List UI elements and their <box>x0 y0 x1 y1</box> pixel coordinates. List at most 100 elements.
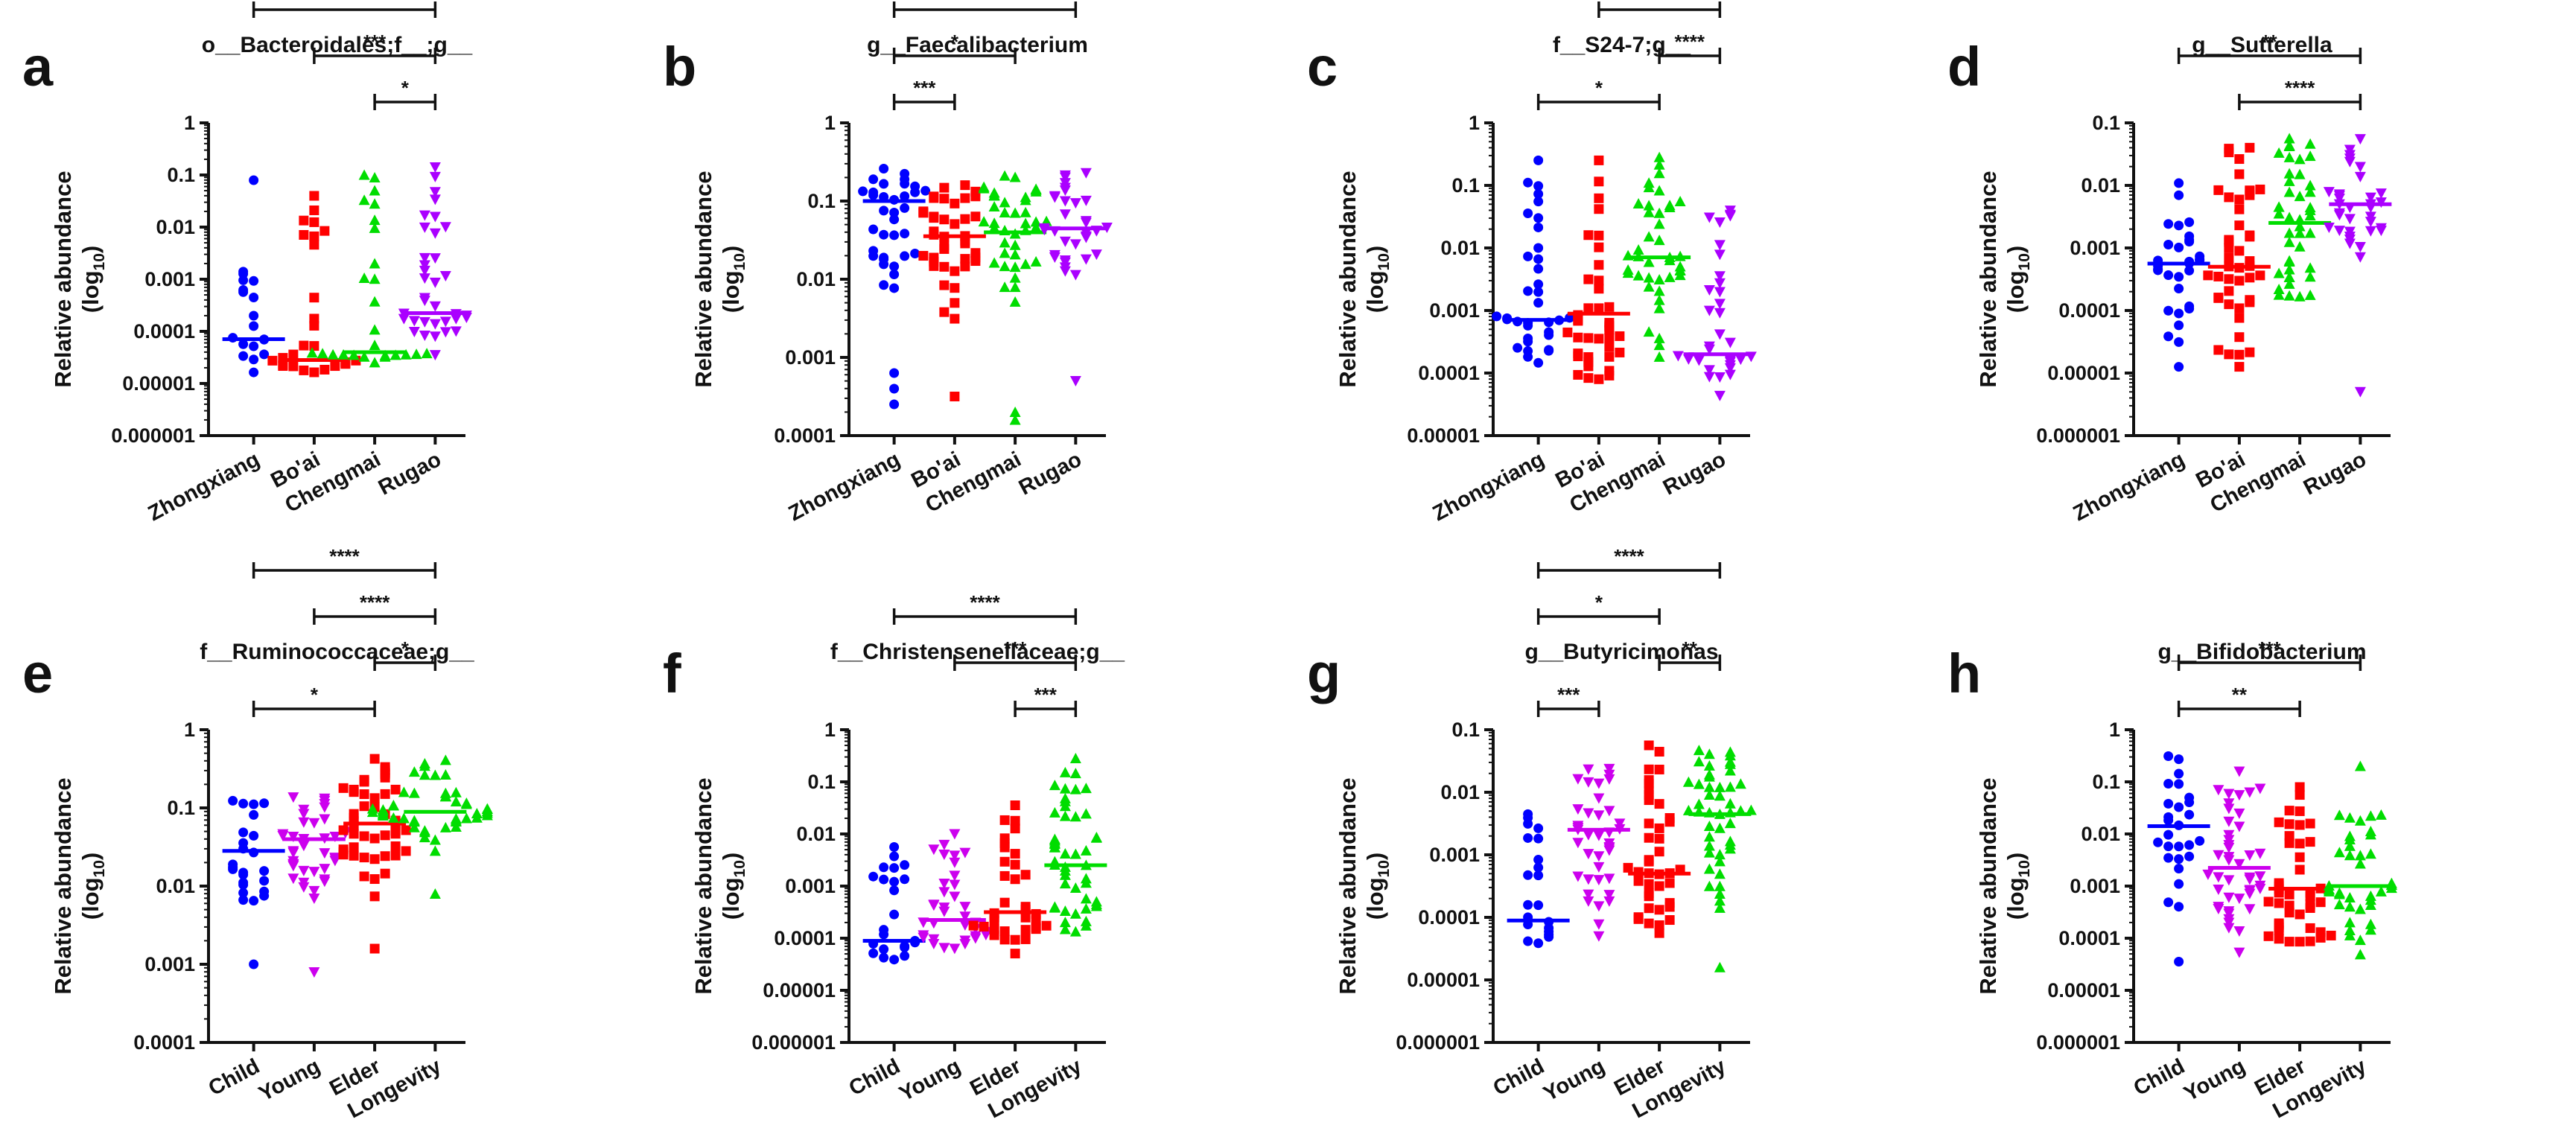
data-point <box>277 829 289 840</box>
data-point <box>369 943 380 954</box>
data-point <box>1693 798 1705 809</box>
data-point <box>358 351 370 362</box>
data-point <box>1533 900 1544 911</box>
data-point <box>2333 208 2345 219</box>
data-point <box>1603 873 1615 885</box>
data-point <box>978 216 990 227</box>
y-axis-log-sub: 10 <box>731 253 748 270</box>
data-point <box>1010 800 1020 810</box>
data-point <box>999 856 1010 867</box>
data-point <box>1714 849 1726 860</box>
data-point <box>929 211 939 222</box>
data-point <box>889 399 900 410</box>
data-point <box>1653 274 1665 285</box>
y-tick-label: 0.1 <box>167 797 195 819</box>
data-point <box>1724 797 1736 809</box>
data-point <box>910 248 920 258</box>
data-point <box>1674 196 1686 207</box>
panel-title-a: o__Bacteroidales;f__;g__ <box>202 33 473 57</box>
data-point <box>439 316 451 328</box>
data-point <box>1724 765 1736 776</box>
data-point <box>2323 187 2335 198</box>
data-point <box>369 214 381 226</box>
data-point <box>1714 390 1726 401</box>
data-point <box>267 355 278 366</box>
data-point <box>1069 239 1081 250</box>
data-point <box>429 187 441 198</box>
data-point <box>2294 782 2305 792</box>
data-point <box>920 185 931 196</box>
data-point <box>2364 848 2376 859</box>
y-tick-label: 0.00001 <box>122 372 195 395</box>
data-point <box>2223 829 2235 841</box>
data-point <box>238 877 249 888</box>
y-axis-title: Relative abundance <box>1335 777 1361 994</box>
data-point <box>1069 926 1081 937</box>
data-point <box>1059 196 1071 207</box>
data-point <box>369 185 381 196</box>
data-point <box>1653 294 1665 305</box>
data-point <box>2234 349 2245 360</box>
y-axis-title-log: (log10) <box>1362 246 1393 313</box>
data-point <box>288 361 299 372</box>
data-point <box>1664 915 1675 926</box>
data-point <box>1703 781 1715 792</box>
significance-label: ** <box>1682 637 1698 660</box>
data-point <box>938 879 950 889</box>
data-point <box>337 348 349 360</box>
data-point <box>2153 837 2163 847</box>
data-point <box>1643 231 1655 242</box>
significance-label: * <box>311 684 319 706</box>
data-point <box>2174 178 2184 188</box>
data-point <box>2244 904 2256 915</box>
data-point <box>1724 369 1736 380</box>
data-point <box>1533 855 1544 865</box>
data-point <box>1714 781 1726 792</box>
data-point <box>1080 168 1092 179</box>
data-point <box>439 769 451 780</box>
data-point <box>1069 753 1081 763</box>
data-point <box>319 874 331 885</box>
y-axis-title-log: (log10) <box>2003 853 2033 920</box>
data-point <box>429 253 441 264</box>
data-point <box>359 871 369 882</box>
significance-label: **** <box>360 591 390 614</box>
data-point <box>2174 242 2184 252</box>
data-point <box>401 846 411 856</box>
data-point <box>2283 236 2295 247</box>
data-point <box>1533 298 1544 308</box>
data-point <box>2195 251 2205 261</box>
data-point <box>1523 936 1533 946</box>
data-point <box>329 831 341 842</box>
data-point <box>439 327 451 338</box>
data-point <box>429 834 441 845</box>
data-point <box>1632 198 1644 209</box>
data-point <box>1049 901 1060 912</box>
x-tick-label: Rugao <box>1015 448 1086 500</box>
data-point <box>309 231 319 241</box>
y-tick-label: 0.00001 <box>2047 979 2120 1002</box>
data-point <box>868 948 879 958</box>
y-axis-log-open: (log <box>1362 877 1388 920</box>
data-point <box>380 868 390 879</box>
data-point <box>1080 893 1092 904</box>
y-tick-label: 0.0001 <box>2058 927 2120 949</box>
data-point <box>1603 763 1615 774</box>
data-point <box>2234 332 2245 343</box>
data-point <box>938 943 950 954</box>
data-point <box>2163 841 2174 852</box>
x-tick-label: Zhongxiang <box>785 448 904 526</box>
data-point <box>999 870 1010 881</box>
data-point <box>460 797 472 808</box>
data-point <box>1594 260 1604 270</box>
data-point <box>228 795 238 806</box>
data-point <box>2174 879 2184 889</box>
data-point <box>398 313 410 325</box>
data-point <box>900 951 910 961</box>
data-point <box>327 348 339 360</box>
data-point <box>2315 897 2326 908</box>
data-point <box>2283 168 2295 179</box>
data-point <box>2274 898 2284 908</box>
data-point <box>1654 920 1664 931</box>
data-point <box>358 194 370 206</box>
